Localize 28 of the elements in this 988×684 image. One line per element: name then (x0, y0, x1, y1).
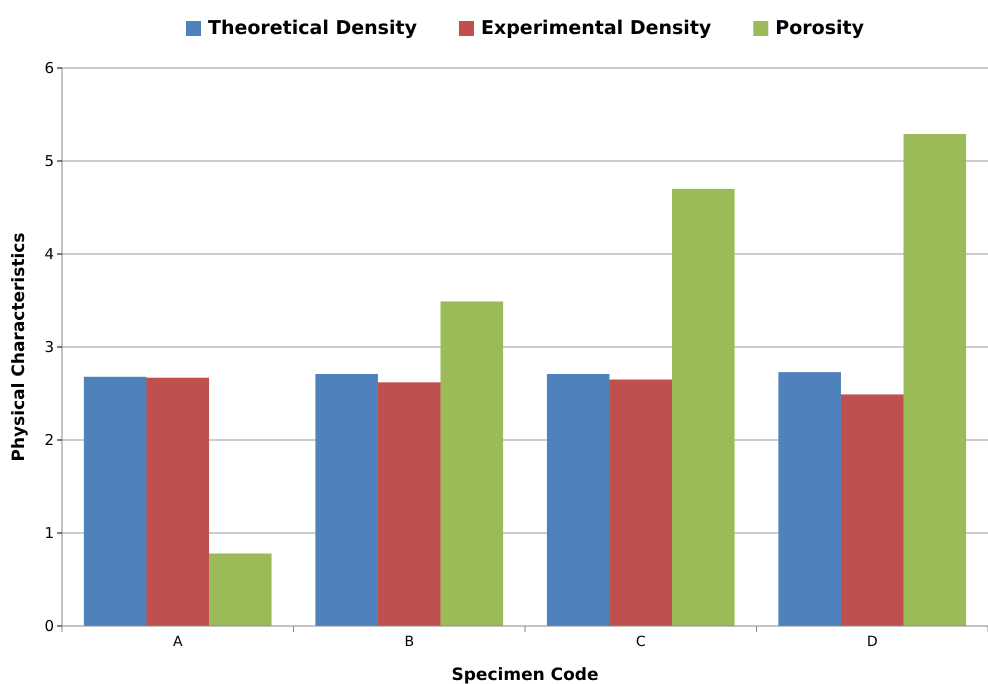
legend-label: Theoretical Density (208, 17, 418, 39)
x-tick-label: C (636, 634, 646, 650)
bar (609, 380, 672, 626)
y-tick-label: 0 (44, 616, 54, 635)
bar (546, 374, 610, 626)
y-tick-label: 6 (44, 58, 54, 77)
y-tick-label: 1 (44, 524, 54, 542)
bar (672, 188, 735, 626)
x-tick-label: D (866, 634, 878, 650)
bar (84, 376, 146, 626)
x-tick-label: A (172, 634, 183, 650)
bar (209, 553, 272, 626)
bar (778, 372, 841, 626)
y-tick-label: 2 (44, 430, 54, 449)
y-tick-label: 3 (44, 338, 54, 356)
y-axis-title: Physical Characteristics (9, 232, 29, 462)
legend-label: Experimental Density (480, 17, 712, 39)
x-tick-label: B (404, 634, 414, 650)
y-tick-label: 4 (44, 244, 54, 263)
bar (315, 374, 378, 626)
bar (378, 382, 441, 626)
bar (146, 378, 210, 626)
bar (440, 301, 504, 626)
x-axis-title: Specimen Code (452, 665, 598, 684)
legend-label: Porosity (775, 17, 865, 39)
bar (840, 394, 904, 626)
bar (904, 134, 966, 626)
y-tick-label: 5 (44, 152, 54, 170)
